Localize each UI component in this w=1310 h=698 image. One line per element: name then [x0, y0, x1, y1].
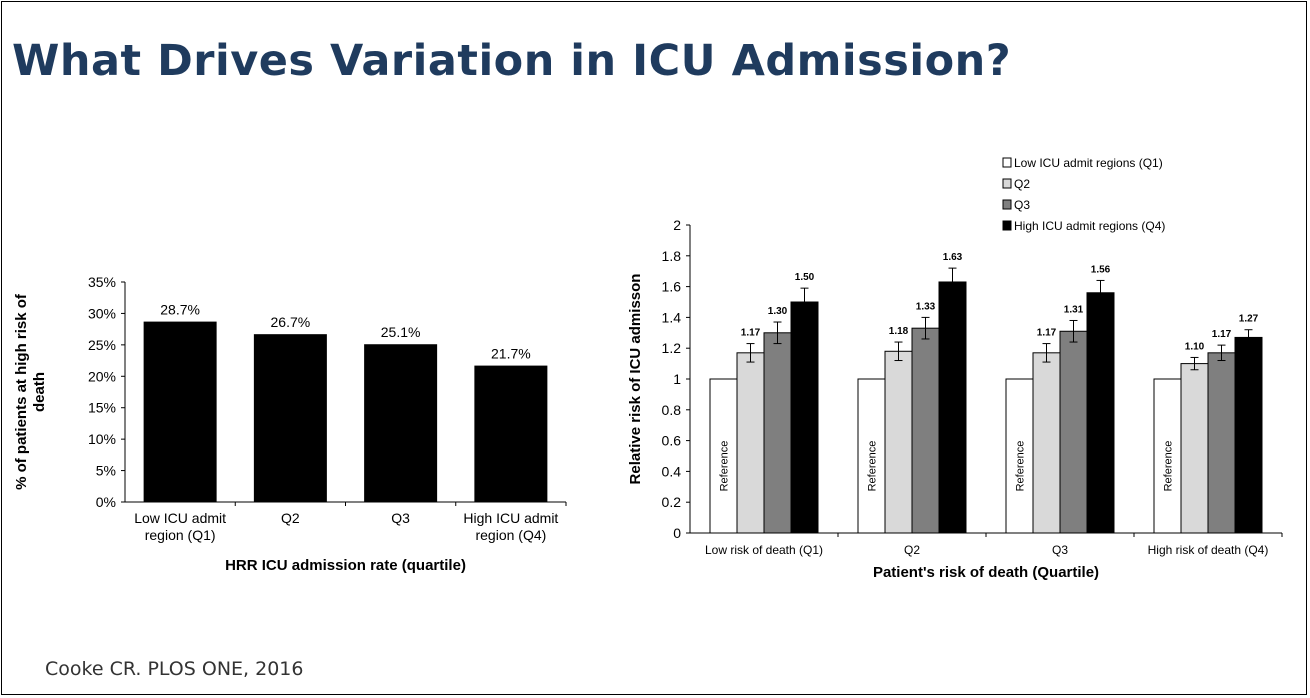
- bar: [474, 365, 548, 502]
- bar: [1153, 378, 1182, 534]
- x-tick-label: Low risk of death (Q1): [705, 543, 823, 557]
- slide-title: What Drives Variation in ICU Admission?: [12, 36, 1012, 86]
- bar: [1059, 330, 1088, 534]
- y-tick-label: 1.4: [662, 309, 682, 325]
- data-label: 1.10: [1185, 341, 1205, 352]
- data-label: 25.1%: [381, 324, 421, 340]
- bar: [1005, 378, 1034, 534]
- data-label: 1.33: [916, 301, 936, 312]
- y-tick-label: 25%: [88, 337, 116, 353]
- x-tick-label: region (Q1): [145, 527, 216, 543]
- bar: [1207, 352, 1236, 534]
- bar: [364, 344, 438, 502]
- y-tick-label: 1.8: [662, 248, 682, 264]
- y-tick-label: 0.6: [662, 433, 682, 449]
- y-axis-title-line: % of patients at high risk of: [13, 293, 30, 490]
- x-tick-label: Low ICU admit: [134, 510, 226, 526]
- legend-label: Q2: [1014, 177, 1030, 191]
- data-label: 1.17: [1037, 328, 1057, 339]
- y-tick-label: 0.8: [662, 402, 682, 418]
- bar: [790, 301, 819, 534]
- x-tick-label: High ICU admit: [463, 510, 558, 526]
- y-tick-label: 0: [673, 525, 681, 541]
- x-tick-label: Q3: [391, 510, 410, 526]
- y-tick-label: 35%: [88, 274, 116, 290]
- bar: [763, 332, 792, 534]
- reference-label: Reference: [867, 441, 879, 492]
- bar: [143, 321, 217, 502]
- data-label: 21.7%: [491, 346, 531, 362]
- bar: [911, 327, 940, 534]
- x-axis-title: Patient's risk of death (Quartile): [873, 564, 1099, 581]
- x-tick-label: High risk of death (Q4): [1148, 543, 1269, 557]
- data-label: 1.18: [889, 326, 909, 337]
- x-tick-label: Q2: [281, 510, 300, 526]
- y-tick-label: 0%: [96, 494, 116, 510]
- x-tick-label: region (Q4): [475, 527, 546, 543]
- y-tick-label: 5%: [96, 463, 116, 479]
- bar: [938, 281, 967, 534]
- y-tick-label: 20%: [88, 368, 116, 384]
- bar: [1180, 363, 1209, 534]
- legend-label: Q3: [1014, 198, 1030, 212]
- legend-swatch: [1002, 157, 1012, 168]
- data-label: 1.63: [943, 252, 963, 263]
- bar: [884, 350, 913, 534]
- data-label: 1.31: [1064, 304, 1084, 315]
- bar: [1086, 292, 1115, 534]
- y-axis-title-line: death: [31, 372, 48, 412]
- reference-label: Reference: [719, 441, 731, 492]
- bar: [1234, 336, 1263, 534]
- data-label: 1.50: [795, 272, 815, 283]
- data-label: 1.27: [1239, 314, 1259, 325]
- reference-label: Reference: [1163, 441, 1175, 492]
- y-tick-label: 15%: [88, 400, 116, 416]
- bar: [709, 378, 738, 534]
- y-tick-label: 1.6: [662, 279, 682, 295]
- citation: Cooke CR. PLOS ONE, 2016: [45, 658, 304, 680]
- y-tick-label: 1.2: [662, 340, 682, 356]
- bar: [736, 352, 765, 534]
- reference-label: Reference: [1015, 441, 1027, 492]
- bar: [253, 334, 327, 502]
- data-label: 1.56: [1091, 264, 1111, 275]
- bar: [1032, 352, 1061, 534]
- legend-swatch: [1002, 220, 1012, 231]
- x-tick-label: Q2: [904, 543, 920, 557]
- data-label: 1.30: [768, 306, 788, 317]
- y-axis-title: Relative risk of ICU admisson: [627, 274, 644, 485]
- y-tick-label: 0.4: [662, 463, 682, 479]
- x-tick-label: Q3: [1052, 543, 1068, 557]
- data-label: 1.17: [1212, 329, 1232, 340]
- legend-swatch: [1002, 199, 1012, 210]
- data-label: 1.17: [741, 328, 761, 339]
- x-axis-title: HRR ICU admission rate (quartile): [225, 557, 466, 574]
- legend-label: Low ICU admit regions (Q1): [1014, 156, 1163, 170]
- y-tick-label: 30%: [88, 305, 116, 321]
- y-tick-label: 0.2: [662, 494, 682, 510]
- y-tick-label: 2: [673, 217, 681, 233]
- data-label: 28.7%: [160, 302, 200, 318]
- data-label: 26.7%: [271, 314, 311, 330]
- legend-swatch: [1002, 178, 1012, 189]
- bar: [857, 378, 886, 534]
- y-tick-label: 10%: [88, 431, 116, 447]
- y-tick-label: 1: [673, 371, 681, 387]
- y-axis-title: % of patients at high risk of death: [13, 293, 48, 490]
- legend-label: High ICU admit regions (Q4): [1014, 219, 1165, 233]
